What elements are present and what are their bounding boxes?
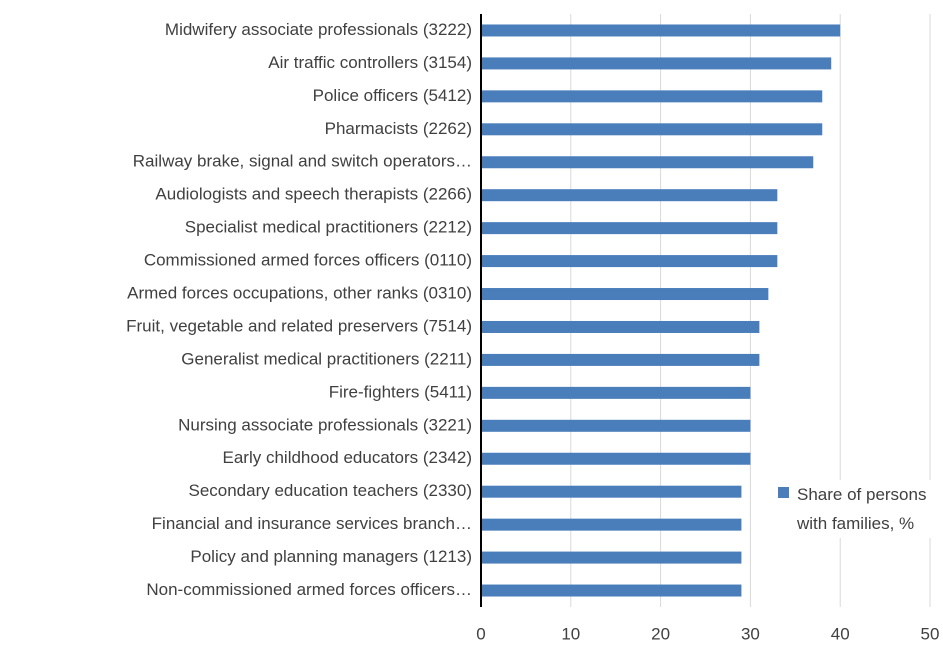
bar: [481, 156, 814, 169]
bar: [481, 57, 832, 70]
y-tick-label: Fruit, vegetable and related preservers …: [126, 316, 472, 335]
bar: [481, 485, 742, 498]
y-tick-label: Midwifery associate professionals (3222): [165, 20, 472, 39]
y-tick-label: Pharmacists (2262): [325, 119, 472, 138]
x-tick-label: 20: [651, 624, 670, 643]
bar: [481, 123, 823, 136]
bar: [481, 386, 751, 399]
x-tick-label: 40: [831, 624, 850, 643]
bar: [481, 255, 778, 268]
bar: [481, 24, 841, 37]
y-tick-label: Secondary education teachers (2330): [188, 481, 472, 500]
x-tick-label: 30: [741, 624, 760, 643]
bar: [481, 584, 742, 597]
bar: [481, 419, 751, 432]
bar: [481, 452, 751, 465]
y-tick-label: Early childhood educators (2342): [223, 448, 472, 467]
bar: [481, 551, 742, 564]
y-tick-label: Armed forces occupations, other ranks (0…: [127, 284, 472, 303]
bar: [481, 90, 823, 103]
bar: [481, 222, 778, 235]
y-tick-label: Railway brake, signal and switch operato…: [133, 152, 472, 171]
bar: [481, 189, 778, 202]
legend-swatch: [778, 487, 789, 498]
y-tick-label: Nursing associate professionals (3221): [178, 415, 472, 434]
y-tick-label: Police officers (5412): [313, 86, 472, 105]
y-tick-label: Generalist medical practitioners (2211): [181, 349, 472, 368]
bar: [481, 353, 760, 366]
bar: [481, 288, 769, 301]
y-tick-label: Policy and planning managers (1213): [190, 547, 472, 566]
bar: [481, 320, 760, 333]
y-tick-label: Fire-fighters (5411): [329, 382, 472, 401]
legend: Share of persons with families, %: [778, 480, 938, 538]
y-tick-label: Specialist medical practitioners (2212): [185, 218, 472, 237]
y-tick-label: Air traffic controllers (3154): [268, 53, 472, 72]
y-tick-label: Financial and insurance services branch…: [152, 514, 472, 533]
bar: [481, 518, 742, 531]
y-tick-label: Audiologists and speech therapists (2266…: [155, 185, 472, 204]
y-tick-label: Commissioned armed forces officers (0110…: [144, 251, 472, 270]
legend-label: Share of persons with families, %: [797, 485, 927, 533]
x-tick-label: 0: [476, 624, 485, 643]
y-tick-label: Non-commissioned armed forces officers…: [146, 580, 472, 599]
x-tick-label: 10: [561, 624, 580, 643]
x-tick-label: 50: [921, 624, 940, 643]
